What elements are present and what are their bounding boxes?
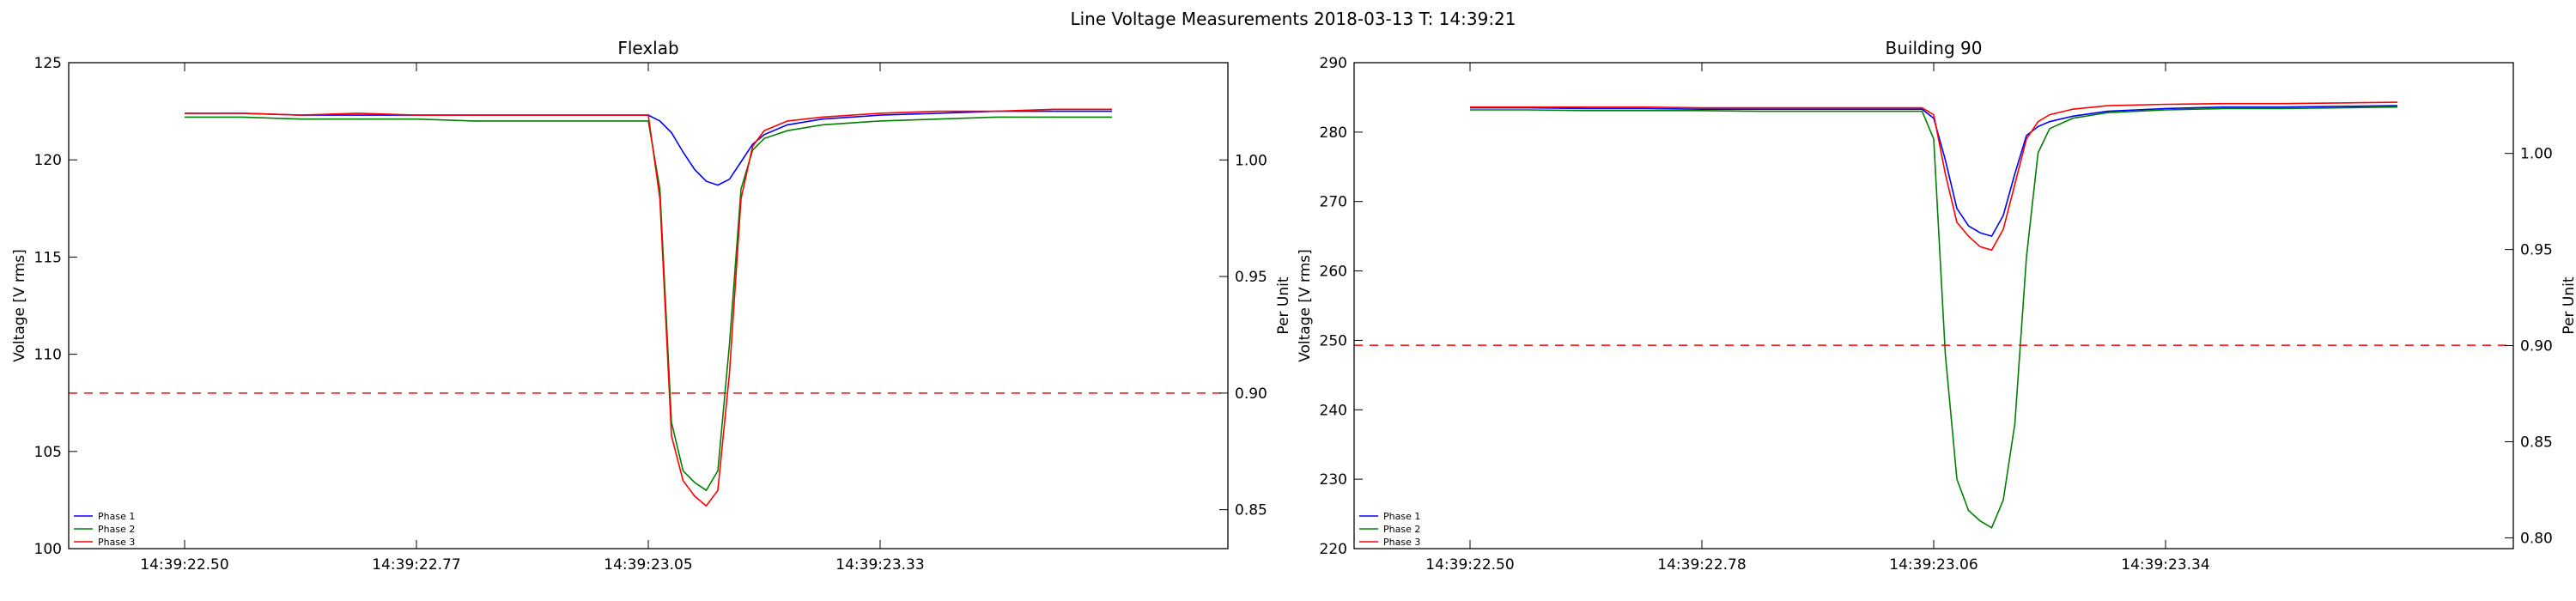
y-tick-label: 240 xyxy=(1320,402,1347,419)
y-tick-label: 105 xyxy=(34,444,62,461)
right-y-tick-label: 1.00 xyxy=(2520,146,2553,163)
legend-label: Phase 2 xyxy=(1383,524,1420,535)
y-tick-label: 125 xyxy=(34,55,62,72)
y-tick-label: 260 xyxy=(1320,264,1347,281)
x-tick-label: 14:39:22.50 xyxy=(1425,556,1514,574)
x-tick-label: 14:39:23.34 xyxy=(2121,556,2209,574)
y-axis-label: Voltage [V rms] xyxy=(1297,249,1314,362)
series-line-phase-2 xyxy=(1470,106,2398,529)
y-tick-label: 280 xyxy=(1320,124,1347,142)
right-y-tick-label: 0.85 xyxy=(2520,434,2553,452)
x-tick-label: 14:39:23.06 xyxy=(1889,556,1978,574)
figure-suptitle: Line Voltage Measurements 2018-03-13 T: … xyxy=(1070,9,1516,29)
y-tick-label: 100 xyxy=(34,541,62,558)
y-tick-label: 290 xyxy=(1320,55,1347,72)
y-tick-label: 230 xyxy=(1320,471,1347,489)
right-y-tick-label: 0.95 xyxy=(1235,269,1267,286)
right-y-tick-label: 0.80 xyxy=(2520,530,2553,547)
chart-title: Building 90 xyxy=(1886,38,1983,58)
legend-label: Phase 3 xyxy=(98,537,135,548)
chart-title: Flexlab xyxy=(617,38,678,58)
right-y-tick-label: 0.95 xyxy=(2520,242,2553,259)
right-y-tick-label: 0.85 xyxy=(1235,502,1267,519)
y-tick-label: 220 xyxy=(1320,541,1347,558)
right-y-tick-label: 0.90 xyxy=(2520,338,2553,355)
y-tick-label: 250 xyxy=(1320,332,1347,349)
series-line-phase-2 xyxy=(185,116,1112,492)
x-tick-label: 14:39:22.77 xyxy=(372,556,460,574)
chart-2: Building 90 220 230 240 250 260 270 280 290 0.80 0… xyxy=(1297,38,2576,574)
legend-label: Phase 1 xyxy=(98,511,135,522)
right-y-tick-label: 0.90 xyxy=(1235,385,1267,403)
right-y-axis-label: Per Unit xyxy=(1275,276,1292,334)
plot-frame xyxy=(68,62,1229,549)
x-tick-label: 14:39:23.05 xyxy=(604,556,692,574)
chart-1: Flexlab 100 105 110 115 120 125 0.85 0.90 0.95 1.0… xyxy=(11,38,1292,574)
y-tick-label: 110 xyxy=(34,347,62,364)
legend-label: Phase 1 xyxy=(1383,511,1420,522)
x-tick-label: 14:39:22.50 xyxy=(140,556,228,574)
series-line-phase-3 xyxy=(185,108,1112,507)
y-axis-label: Voltage [V rms] xyxy=(11,249,28,362)
y-tick-label: 115 xyxy=(34,249,62,266)
plot-frame xyxy=(1353,62,2514,549)
y-tick-label: 270 xyxy=(1320,194,1347,211)
legend: Phase 1 Phase 2 Phase 3 xyxy=(1359,511,1420,548)
legend-label: Phase 3 xyxy=(1383,537,1420,548)
right-y-axis-label: Per Unit xyxy=(2561,276,2576,334)
legend-label: Phase 2 xyxy=(98,524,135,535)
x-tick-label: 14:39:23.33 xyxy=(835,556,924,574)
legend: Phase 1 Phase 2 Phase 3 xyxy=(74,511,135,548)
x-tick-label: 14:39:22.78 xyxy=(1657,556,1746,574)
y-tick-label: 120 xyxy=(34,152,62,169)
right-y-tick-label: 1.00 xyxy=(1235,152,1267,169)
series-line-phase-3 xyxy=(1470,101,2398,252)
charts-container: Flexlab 100 105 110 115 120 125 0.85 0.90 0.95 1.0… xyxy=(11,38,2576,574)
series-line-phase-1 xyxy=(1470,105,2398,238)
